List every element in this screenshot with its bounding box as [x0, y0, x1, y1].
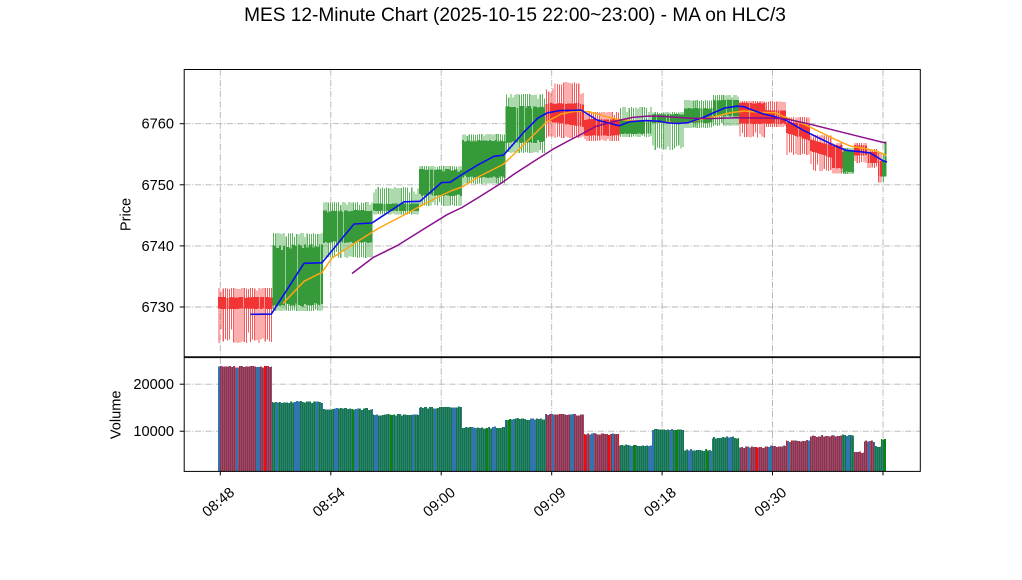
svg-text:6760: 6760 — [142, 117, 174, 133]
svg-text:6730: 6730 — [142, 300, 174, 316]
svg-text:6750: 6750 — [142, 178, 174, 194]
svg-text:10000: 10000 — [133, 424, 174, 440]
svg-text:MES 12-Minute Chart (2025-10-1: MES 12-Minute Chart (2025-10-15 22:00~23… — [244, 5, 786, 26]
svg-text:Volume: Volume — [109, 390, 125, 439]
svg-text:Price: Price — [119, 198, 135, 231]
svg-text:6740: 6740 — [142, 239, 174, 255]
svg-text:20000: 20000 — [133, 377, 174, 393]
